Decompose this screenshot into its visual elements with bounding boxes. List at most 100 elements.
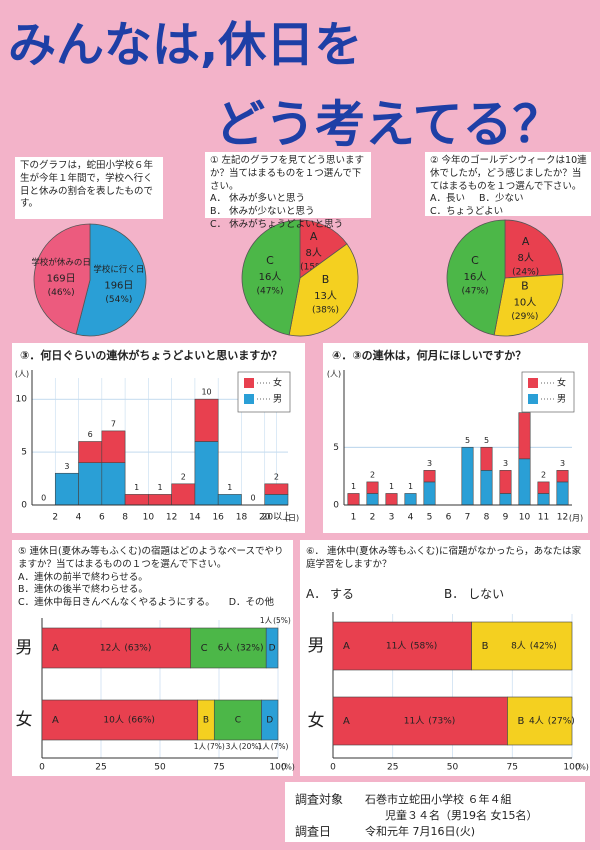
y-tick-label: 5 — [333, 443, 339, 453]
x-unit: (%) — [281, 763, 295, 772]
slice-count: 196日 — [104, 281, 133, 292]
slice-count: 8人 — [517, 252, 533, 264]
total-label: 2 — [541, 470, 546, 479]
segment-name: A — [52, 715, 59, 726]
bar — [78, 441, 103, 463]
bar — [507, 696, 573, 746]
segment-count: 1人 — [257, 742, 270, 751]
x-tick-label: 8 — [122, 513, 128, 523]
slice-label: (29%) — [511, 312, 538, 322]
options: A．長い B．少ない C．ちょうどよい — [430, 193, 588, 219]
y-tick-label: 0 — [333, 501, 339, 511]
y-tick-label: 5 — [21, 448, 27, 458]
x-tick-label: 16 — [212, 513, 224, 523]
x-tick-label: 75 — [507, 763, 518, 773]
bar — [41, 699, 199, 741]
slice-count: 10人 — [514, 297, 537, 309]
total-label: 2 — [370, 470, 375, 479]
caption: 下のグラフは，蛇田小学校６年生が今年１年間で，学校へ行く日と休みの割合を表したも… — [20, 160, 154, 210]
bar — [171, 483, 196, 506]
x-tick-label: 0 — [330, 763, 336, 773]
legend-label: 女 — [273, 377, 282, 389]
x-unit: (%) — [575, 763, 589, 772]
row-label: 男 — [16, 638, 33, 658]
total-label: 3 — [427, 459, 432, 468]
x-tick-label: 18 — [236, 513, 248, 523]
total-label: 1 — [408, 482, 413, 491]
bar — [385, 493, 398, 506]
bar — [78, 462, 103, 506]
question-box: ② 今年のゴールデンウィークは10連休でしたが，どう感じましたか？当てはまるもの… — [430, 155, 588, 219]
bar — [461, 446, 474, 506]
segment-count: 8人 — [511, 641, 526, 652]
x-tick-label: 9 — [503, 513, 509, 523]
legend-label: 男 — [273, 394, 282, 405]
total-label: 0 — [251, 494, 256, 503]
bar — [347, 493, 360, 506]
total-label: 10 — [201, 388, 211, 397]
question: ⑤ 連休日(夏休み等もふくむ)の宿題はどのようなペースでやりますか？当てはまるも… — [18, 546, 284, 570]
x-tick-label: 10 — [519, 513, 531, 523]
segment-name: A — [343, 641, 350, 652]
x-tick-label: 75 — [213, 763, 224, 773]
x-unit: (日) — [285, 514, 299, 523]
bar — [265, 627, 279, 669]
bar — [124, 494, 149, 506]
slice-count: 13人 — [314, 290, 337, 302]
legend-swatch — [244, 394, 254, 404]
slice-category: C — [266, 254, 274, 267]
segment-label: (20%) — [239, 742, 262, 751]
option: C．連休中毎日きんべんなくやるようにする。 — [18, 597, 215, 609]
bar — [41, 627, 191, 669]
segment-count: 12人 — [100, 643, 120, 654]
bar — [194, 441, 219, 506]
x-tick-label: 12 — [557, 513, 568, 523]
segment-name: D — [266, 716, 273, 726]
slice-label: (24%) — [512, 268, 539, 278]
x-tick-label: 6 — [99, 513, 105, 523]
bar — [264, 494, 289, 506]
slice-count: 16人 — [259, 271, 282, 283]
footer-text: 令和元年 7月16日(火) — [365, 824, 475, 838]
bar — [556, 481, 569, 506]
option: B．少ない — [479, 193, 524, 205]
option: A． 休みが多いと思う — [210, 193, 306, 205]
option: B． しない — [444, 586, 505, 601]
pie-slice — [33, 223, 91, 335]
x-tick-label: 25 — [95, 763, 106, 773]
segment-name: C — [235, 716, 241, 726]
option: A．長い — [430, 193, 465, 205]
title-line: みんなは,休日を — [8, 17, 362, 73]
pie-slice — [288, 243, 359, 337]
footer-label: 調査対象 — [295, 793, 343, 807]
option: C．ちょうどよい — [430, 206, 504, 218]
x-tick-label: 1 — [351, 513, 357, 523]
slice-count: 8人 — [306, 247, 322, 259]
bar — [54, 472, 79, 506]
slice-category: 学校に行く日 — [93, 264, 144, 275]
question-panel — [205, 152, 371, 218]
title-line: どう考えてる？ — [215, 96, 563, 154]
x-tick-label: 50 — [447, 763, 459, 773]
slice-label: (47%) — [256, 287, 283, 297]
total-label: 1 — [134, 483, 139, 492]
segment-count: 11人 — [404, 716, 424, 727]
segment-count: 1人 — [260, 616, 273, 625]
total-label: 5 — [465, 436, 470, 445]
x-tick-label: 25 — [387, 763, 398, 773]
segment-name: D — [269, 644, 276, 654]
x-tick-label: 7 — [465, 513, 471, 523]
segment-count: 1人 — [194, 742, 207, 751]
bar — [217, 494, 242, 506]
footer-panel — [285, 782, 585, 842]
legend-swatch — [528, 394, 538, 404]
x-tick-label: 12 — [166, 513, 177, 523]
x-tick-label: 5 — [427, 513, 433, 523]
slice-category: C — [471, 254, 479, 267]
question-box: ⑤ 連休日(夏休み等もふくむ)の宿題はどのようなペースでやりますか？当てはまるも… — [18, 546, 286, 610]
question: ⑥． 連休中(夏休み等もふくむ)に宿題がなかったら，あなたは家庭学習をしますか？ — [306, 546, 582, 570]
segment-name: A — [52, 643, 59, 654]
x-tick-label: 100 — [563, 763, 580, 773]
question-panel — [425, 152, 591, 216]
